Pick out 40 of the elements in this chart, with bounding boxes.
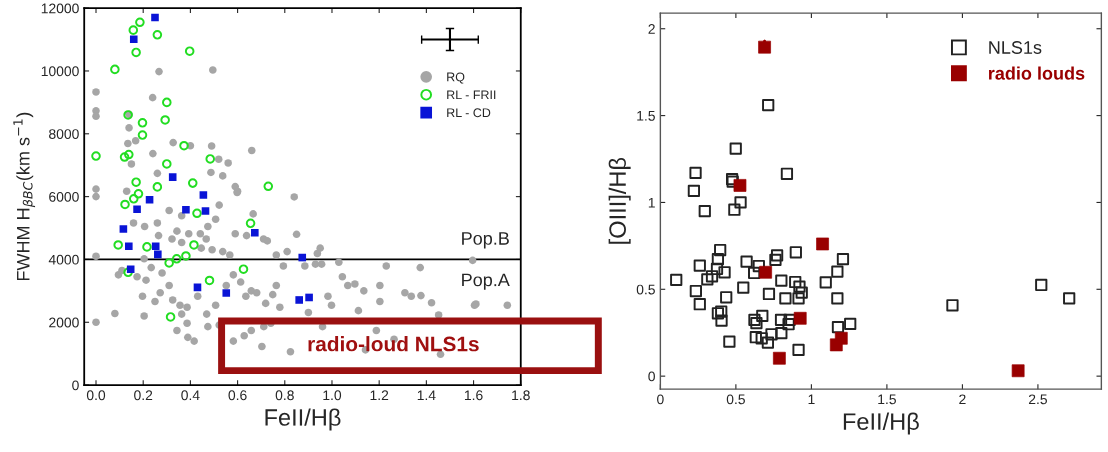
x-tick-label: 1.8: [512, 390, 530, 401]
x-axis-title: FeII/Hβ: [843, 412, 919, 435]
x-tick-label: 1.5: [878, 394, 896, 405]
y-tick-label: 10000: [41, 66, 79, 77]
legend-label: RL - FRII: [447, 90, 496, 100]
y-tick-label: 0: [72, 380, 79, 391]
x-tick-label: 1.4: [417, 390, 436, 401]
y-tick-label: 4000: [48, 254, 79, 265]
x-tick-label: 1.0: [323, 390, 342, 401]
legend-label: NLS1s: [989, 41, 1042, 54]
y-axis-title: [OIII]/Hβ: [608, 157, 631, 244]
x-tick-label: 0.4: [181, 390, 200, 401]
y-axis-title: FWHM H$_{βBC}$(km s$^{−1}$): [13, 112, 36, 281]
y-tick-label: 6000: [49, 191, 79, 202]
x-tick-label: 2.5: [1028, 394, 1047, 405]
x-tick-label: 1.6: [464, 390, 483, 401]
y-tick-label: 12000: [41, 3, 79, 14]
y-tick-label: 1: [648, 197, 655, 208]
x-tick-label: 1: [808, 394, 815, 405]
x-tick-label: 0.6: [228, 390, 247, 401]
y-tick-label: 0: [648, 371, 655, 382]
x-tick-label: 0.0: [86, 390, 106, 401]
x-tick-label: 0.5: [726, 394, 745, 405]
x-axis-title: FeII/Hβ: [265, 408, 341, 431]
x-tick-label: 0: [657, 394, 664, 405]
x-tick-label: 0.2: [134, 390, 153, 401]
y-tick-label: 1.5: [637, 111, 655, 121]
x-tick-label: 0.8: [275, 390, 294, 401]
y-tick-label: 2: [648, 24, 655, 34]
annotation: Pop.B: [462, 232, 509, 249]
x-tick-label: 2: [959, 394, 966, 405]
legend-label: radio louds: [989, 66, 1085, 80]
annotation: radio-loud NLS1s: [308, 336, 479, 352]
annotation: Pop.A: [462, 273, 510, 290]
y-tick-label: 2000: [49, 317, 79, 328]
y-tick-label: 0.5: [636, 284, 655, 295]
x-tick-label: 1.2: [370, 390, 389, 401]
legend-label: RQ: [447, 72, 465, 84]
y-tick-label: 8000: [49, 129, 79, 139]
legend-label: RL - CD: [447, 108, 491, 118]
